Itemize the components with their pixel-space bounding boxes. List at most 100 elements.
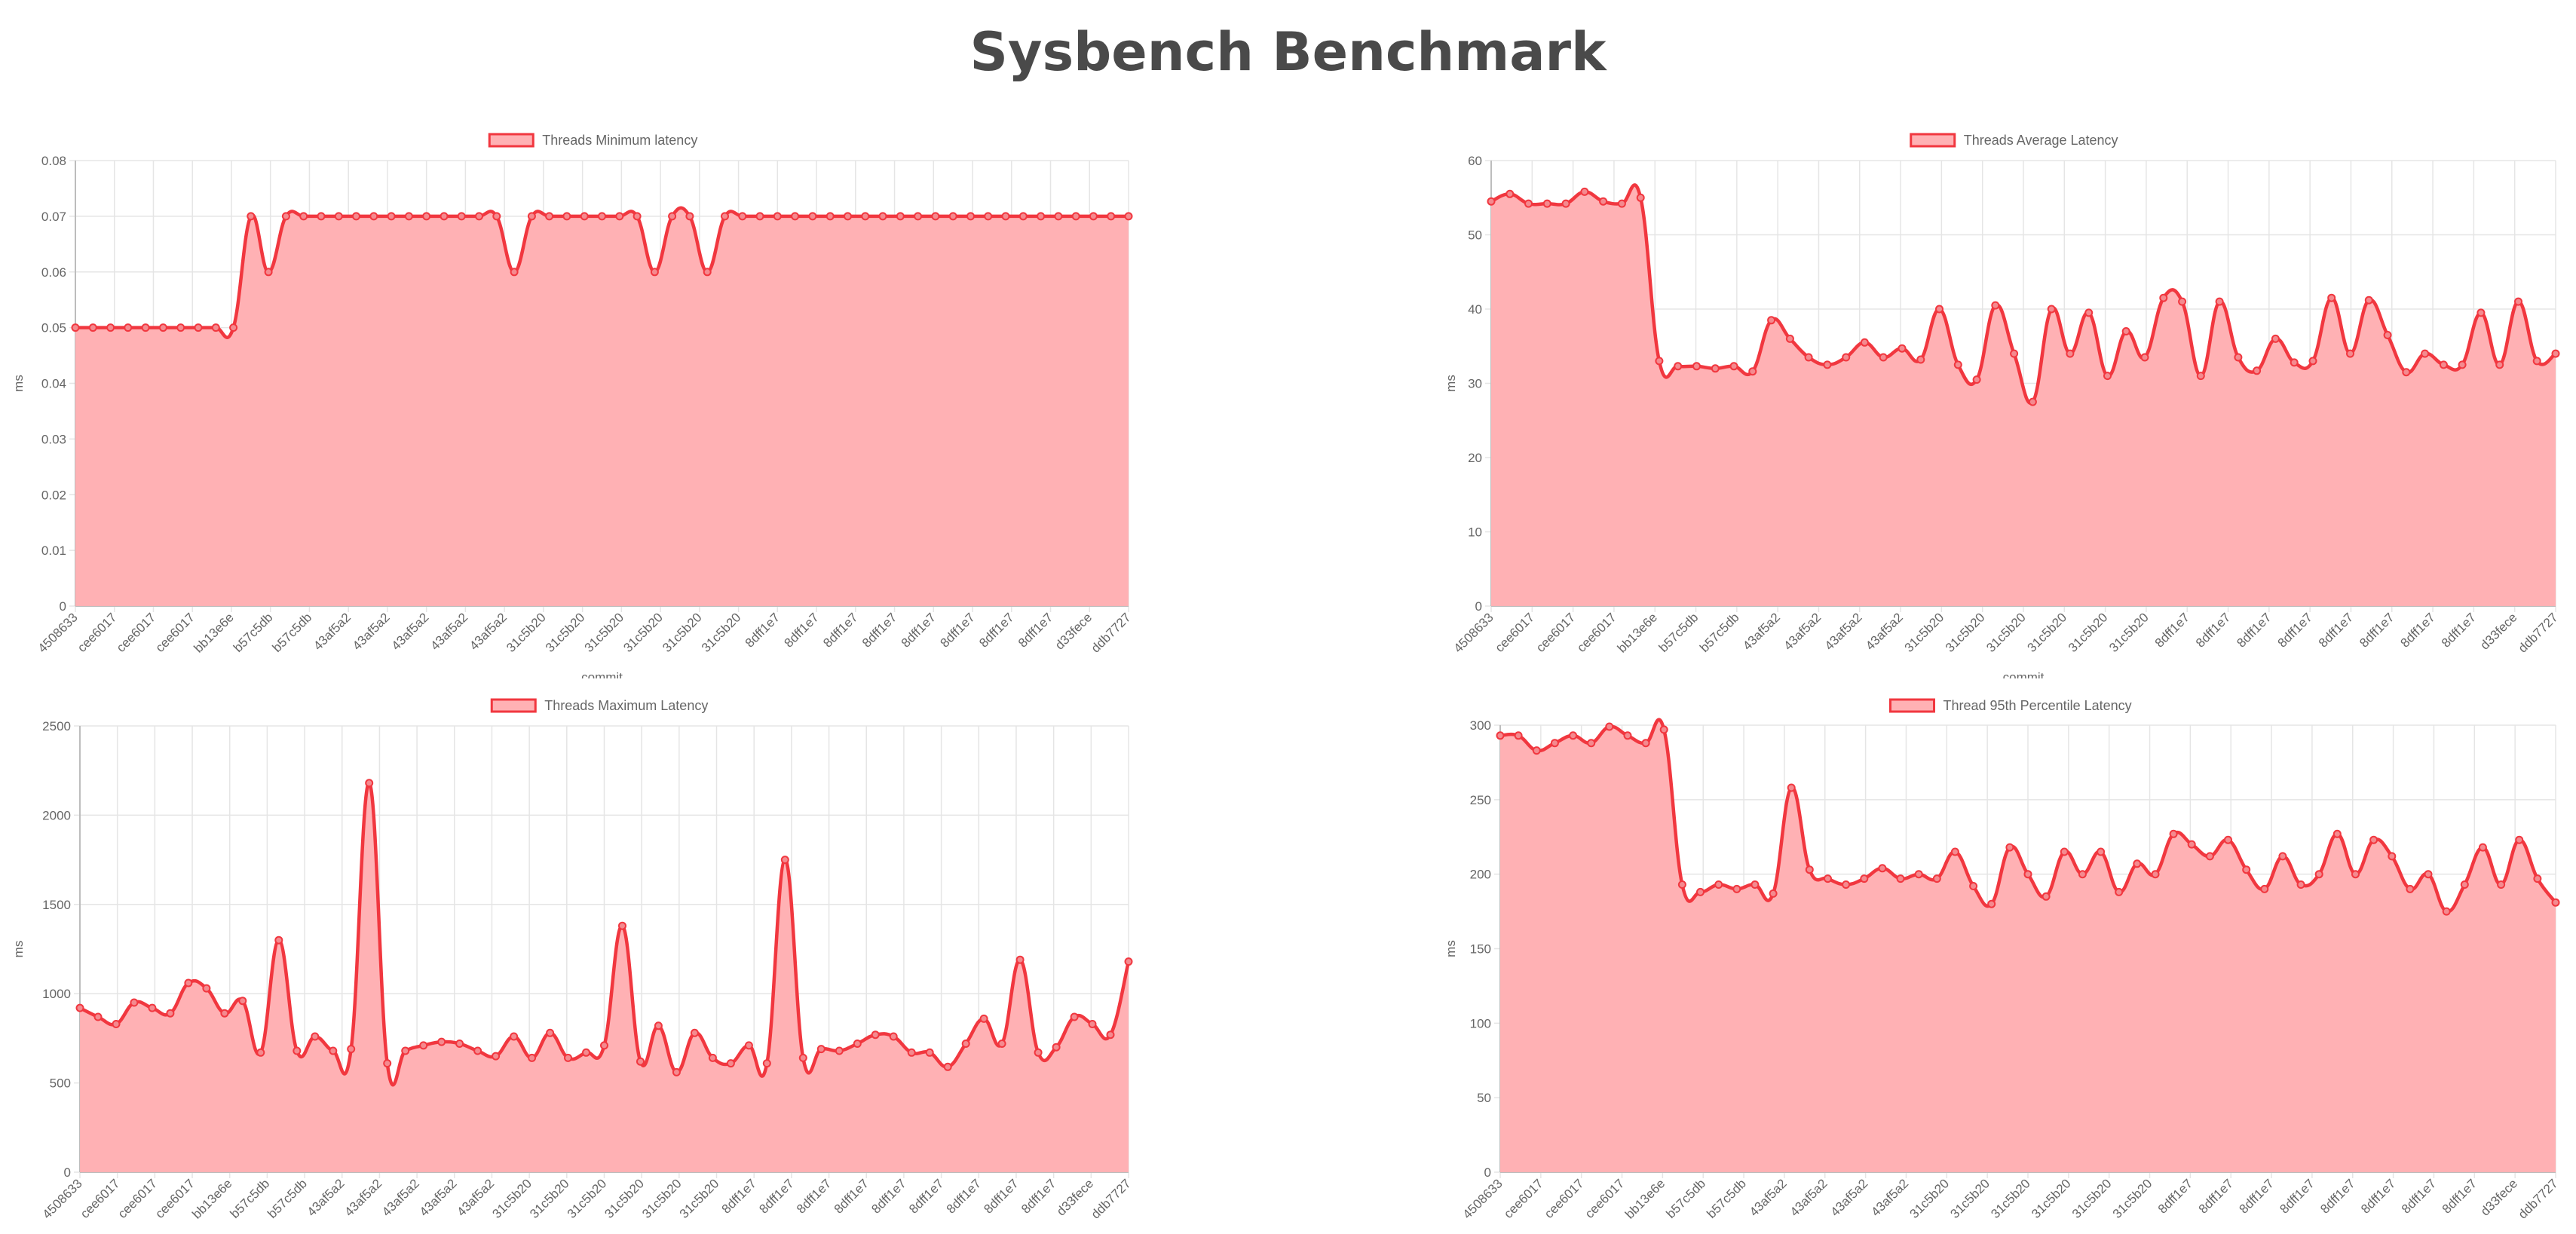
data-point <box>2234 353 2243 362</box>
x-tick-label: b57c5db <box>1663 1176 1708 1221</box>
data-point <box>2097 847 2106 856</box>
data-point <box>2159 293 2168 302</box>
data-point <box>1054 212 1063 221</box>
data-point <box>334 212 343 221</box>
data-point <box>961 1040 970 1048</box>
data-point <box>600 1041 608 1050</box>
series-area <box>75 207 1129 606</box>
chart-svg: Threads Average Latency 0 10 20 30 40 50 60 4508… <box>1444 133 2561 678</box>
x-tick-label: 8dff1e7 <box>2196 1176 2236 1216</box>
x-tick-label: 43af5a2 <box>350 610 393 653</box>
data-point <box>1070 1012 1079 1021</box>
x-tick-label: 31c5b20 <box>660 610 705 655</box>
data-point <box>1514 731 1523 740</box>
y-tick-label: 0.03 <box>41 432 66 446</box>
x-tick-label: b57c5db <box>265 1176 310 1221</box>
data-point <box>871 1030 880 1040</box>
x-tick-label: 8dff1e7 <box>2237 1176 2277 1216</box>
x-tick-label: 31c5b20 <box>1907 1176 1953 1221</box>
x-tick-label: d33fece <box>2478 1176 2520 1218</box>
data-point <box>861 212 870 221</box>
data-point <box>615 212 624 221</box>
data-point <box>352 212 360 221</box>
data-point <box>492 1052 501 1061</box>
y-tick-label: 0 <box>60 599 66 614</box>
x-tick-label: cee6017 <box>1501 1176 1546 1221</box>
y-tick-label: 50 <box>1468 228 1482 243</box>
x-tick-label: 31c5b20 <box>1902 610 1947 655</box>
data-point <box>347 1045 356 1054</box>
x-tick-label: bb13e6e <box>189 1176 234 1221</box>
data-point <box>2460 880 2469 889</box>
data-point <box>2196 372 2205 381</box>
x-tick-label: 4508633 <box>40 1176 85 1221</box>
data-point <box>422 212 431 221</box>
x-tick-label: cee6017 <box>78 1176 123 1221</box>
data-point <box>1037 212 1046 221</box>
chart-svg: Threads Maximum Latency 0 500 1000 1500 2000 2… <box>11 698 1134 1222</box>
legend-label: Threads Maximum Latency <box>544 698 708 713</box>
data-point <box>798 1053 807 1062</box>
data-point <box>2060 847 2069 856</box>
x-tick-label: 8dff1e7 <box>938 610 978 650</box>
data-point <box>762 1059 771 1068</box>
data-point <box>1711 364 1720 373</box>
chart-svg: Threads Minimum latency 0 0.01 0.02 0.03 0.04… <box>11 133 1134 678</box>
data-point <box>1599 197 1608 206</box>
data-point <box>510 1032 519 1041</box>
y-tick-label: 0 <box>1484 1165 1491 1180</box>
data-point <box>2369 835 2378 844</box>
data-point <box>457 212 466 221</box>
data-point <box>404 212 413 221</box>
x-tick-label: 31c5b20 <box>582 610 627 655</box>
x-tick-label: 8dff1e7 <box>2316 610 2356 650</box>
data-point <box>1950 847 1959 856</box>
data-point <box>2066 349 2075 358</box>
x-tick-label: b57c5db <box>1656 610 1702 655</box>
data-point <box>1896 874 1905 883</box>
data-point <box>1677 880 1686 889</box>
data-point <box>387 212 396 221</box>
x-tick-label: 31c5b20 <box>2025 610 2070 655</box>
x-tick-label: 31c5b20 <box>543 610 588 655</box>
x-tick-label: 31c5b20 <box>639 1176 685 1221</box>
y-tick-label: 0.05 <box>41 321 66 335</box>
y-tick-label: 0.01 <box>41 544 66 558</box>
x-tick-label: b57c5db <box>228 1176 273 1221</box>
data-point <box>650 268 659 277</box>
data-point <box>1787 783 1796 792</box>
data-point <box>130 998 139 1007</box>
y-axis-title: ms <box>1444 375 1458 392</box>
data-point <box>528 1053 537 1062</box>
x-tick-label: ddb7727 <box>1089 610 1134 655</box>
data-point <box>1580 187 1589 196</box>
data-point <box>1860 338 1869 347</box>
data-point <box>440 212 449 221</box>
series-line <box>1490 183 2557 406</box>
x-tick-label: 8dff1e7 <box>2440 1176 2480 1216</box>
data-point <box>2515 835 2524 844</box>
y-tick-label: 40 <box>1468 302 1482 317</box>
x-tick-label: 8dff1e7 <box>756 1176 796 1216</box>
data-point <box>1914 870 1923 879</box>
data-point <box>2187 840 2196 849</box>
data-point <box>1972 375 1981 384</box>
data-point <box>75 1003 84 1012</box>
data-point <box>2332 829 2342 838</box>
data-point <box>2178 297 2187 306</box>
data-point <box>1641 739 1650 748</box>
y-axis-title: ms <box>1444 940 1458 957</box>
x-tick-label: 43af5a2 <box>1787 1176 1830 1219</box>
data-point <box>1898 344 1907 353</box>
data-point <box>668 212 677 221</box>
data-point <box>158 323 167 332</box>
data-point <box>475 212 483 221</box>
series-area <box>1491 185 2556 606</box>
data-point <box>1769 889 1778 898</box>
x-tick-label: bb13e6e <box>191 610 237 655</box>
data-point <box>1018 212 1028 221</box>
x-tick-label: cee6017 <box>152 610 198 655</box>
data-point <box>2497 880 2506 889</box>
x-tick-label: 8dff1e7 <box>2439 610 2479 650</box>
data-point <box>229 323 238 332</box>
